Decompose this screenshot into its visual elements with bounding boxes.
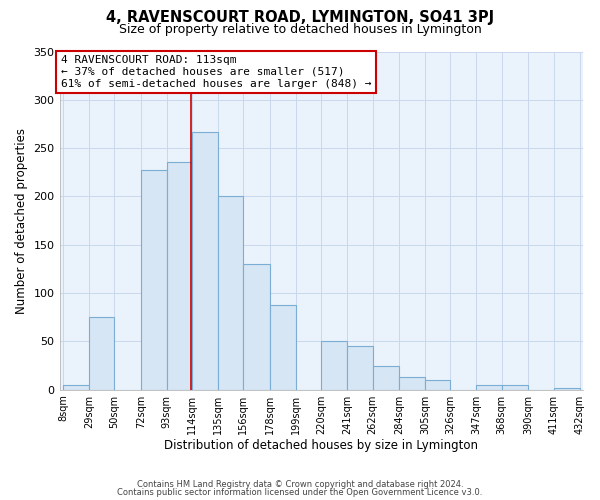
Text: Size of property relative to detached houses in Lymington: Size of property relative to detached ho… — [119, 22, 481, 36]
Bar — [218, 196, 244, 390]
Bar — [244, 264, 270, 390]
X-axis label: Distribution of detached houses by size in Lymington: Distribution of detached houses by size … — [164, 440, 478, 452]
Bar — [141, 170, 167, 390]
Bar — [373, 366, 400, 390]
Text: Contains public sector information licensed under the Open Government Licence v3: Contains public sector information licen… — [118, 488, 482, 497]
Bar — [554, 388, 580, 390]
Bar — [192, 132, 218, 390]
Bar — [322, 342, 347, 390]
Y-axis label: Number of detached properties: Number of detached properties — [15, 128, 28, 314]
Bar — [63, 385, 89, 390]
Text: Contains HM Land Registry data © Crown copyright and database right 2024.: Contains HM Land Registry data © Crown c… — [137, 480, 463, 489]
Bar — [425, 380, 451, 390]
Text: 4 RAVENSCOURT ROAD: 113sqm
← 37% of detached houses are smaller (517)
61% of sem: 4 RAVENSCOURT ROAD: 113sqm ← 37% of deta… — [61, 56, 371, 88]
Bar — [400, 377, 425, 390]
Bar — [89, 317, 115, 390]
Text: 4, RAVENSCOURT ROAD, LYMINGTON, SO41 3PJ: 4, RAVENSCOURT ROAD, LYMINGTON, SO41 3PJ — [106, 10, 494, 25]
Bar — [167, 162, 192, 390]
Bar — [270, 304, 296, 390]
Bar — [347, 346, 373, 390]
Bar — [476, 385, 502, 390]
Bar — [502, 385, 529, 390]
